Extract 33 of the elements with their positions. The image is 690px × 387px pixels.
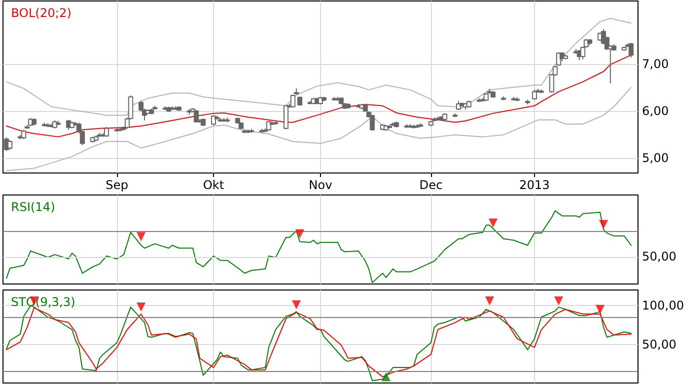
candlestick <box>283 104 288 130</box>
y-tick-label: 100,00 <box>642 298 684 312</box>
x-tick-label: Sep <box>106 178 128 192</box>
y-tick-label: 6,00 <box>642 104 669 118</box>
x-tick-label: 2013 <box>519 178 550 192</box>
line-series <box>6 86 632 172</box>
point <box>295 229 304 238</box>
candlestick <box>370 114 375 132</box>
point <box>382 372 391 382</box>
point <box>598 220 608 229</box>
candlestick <box>7 140 12 150</box>
y-tick-label: 7,00 <box>642 56 669 71</box>
line-series <box>6 18 632 116</box>
point <box>136 302 146 312</box>
chart-title: BOL(20;2) <box>11 6 72 20</box>
point <box>136 232 146 242</box>
y-tick-label: 5,00 <box>642 150 669 165</box>
x-tick-label: Nov <box>308 178 332 192</box>
point <box>292 300 301 310</box>
point <box>596 304 605 314</box>
point <box>488 218 498 228</box>
point <box>554 296 564 306</box>
candlestick <box>532 89 537 100</box>
chart-title: RSI(14) <box>11 200 56 214</box>
candlestick <box>628 42 634 58</box>
candlestick <box>297 96 302 106</box>
x-tick-label: Okt <box>202 178 224 192</box>
candlestick <box>290 94 296 108</box>
x-tick-label: Dec <box>419 178 443 192</box>
point <box>485 296 494 306</box>
y-tick-label: 50,00 <box>642 337 676 352</box>
candlestick <box>21 129 26 140</box>
candlestick <box>104 126 110 138</box>
